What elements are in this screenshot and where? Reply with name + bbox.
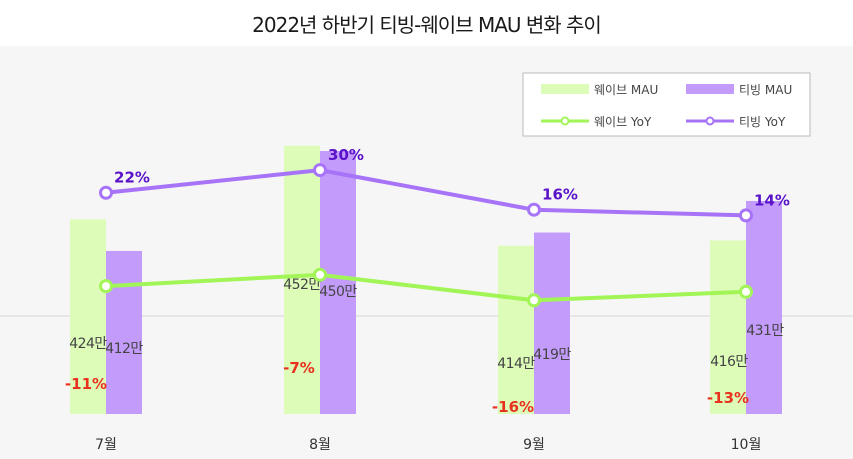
bar-label-tving: 450만	[319, 284, 357, 300]
legend-marker-tving-yoy	[705, 116, 715, 126]
point-tving-yoy	[739, 208, 753, 223]
yoy-label-wave: -13%	[707, 389, 749, 407]
yoy-label-wave: -16%	[492, 398, 534, 416]
bar-label-wave: 414만	[497, 356, 535, 372]
legend-label-wave-mau: 웨이브 MAU	[594, 83, 658, 97]
point-wave-yoy	[99, 279, 113, 294]
point-tving-yoy	[527, 202, 541, 217]
legend-swatch-wave-mau	[541, 84, 589, 94]
yoy-label-wave: -11%	[65, 375, 107, 393]
x-tick-label: 10월	[731, 437, 762, 453]
line-wave-yoy	[105, 272, 747, 303]
bar-tving-mau	[746, 200, 782, 414]
x-tick-label: 8월	[309, 437, 331, 453]
legend-marker-wave-yoy	[560, 116, 570, 126]
yoy-label-wave: -7%	[283, 359, 315, 377]
bar-tving-mau	[106, 250, 142, 414]
bar-tving-mau	[534, 232, 570, 414]
legend-label-tving-mau: 티빙 MAU	[739, 83, 792, 97]
point-wave-yoy	[313, 267, 327, 282]
bar-label-wave: 424만	[69, 336, 107, 352]
bar-label-wave: 416만	[710, 354, 748, 370]
bar-wave-mau	[710, 240, 746, 414]
point-tving-yoy	[99, 185, 113, 200]
bar-tving-mau	[320, 151, 356, 414]
bar-label-tving: 419만	[533, 347, 571, 363]
legend-box	[522, 72, 811, 137]
bar-label-tving: 412만	[105, 341, 143, 357]
yoy-label-tving: 14%	[754, 191, 790, 209]
bar-wave-mau	[284, 145, 320, 414]
bar-label-tving: 431만	[746, 323, 784, 339]
legend-label-wave-yoy: 웨이브 YoY	[594, 115, 652, 129]
yoy-label-tving: 22%	[114, 169, 150, 187]
yoy-label-tving: 30%	[328, 146, 364, 164]
point-wave-yoy	[527, 293, 541, 308]
bar-label-wave: 452만	[283, 277, 321, 293]
x-tick-label: 7월	[95, 437, 117, 453]
line-tving-yoy	[105, 168, 747, 218]
point-tving-yoy	[313, 163, 327, 178]
bar-wave-mau	[70, 219, 106, 414]
yoy-label-tving: 16%	[542, 186, 578, 204]
bar-wave-mau	[498, 245, 534, 414]
point-wave-yoy	[739, 284, 753, 299]
chart-title: 2022년 하반기 티빙-웨이브 MAU 변화 추이	[252, 12, 602, 37]
x-tick-label: 9월	[523, 437, 545, 453]
legend-label-tving-yoy: 티빙 YoY	[739, 115, 786, 129]
legend-swatch-tving-mau	[686, 84, 734, 94]
